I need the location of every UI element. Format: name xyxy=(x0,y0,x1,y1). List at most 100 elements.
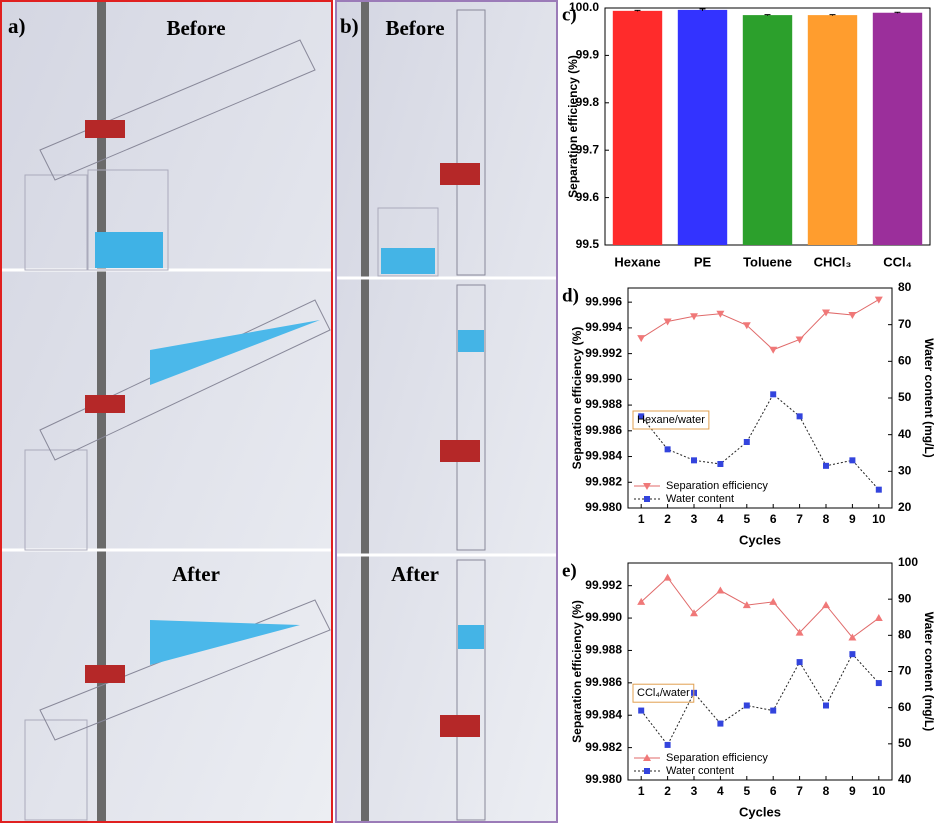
series-line xyxy=(641,300,879,350)
x-axis-label: Cycles xyxy=(739,804,781,819)
panel-label: d) xyxy=(562,285,579,306)
x-axis-label: Cycles xyxy=(739,532,781,547)
y-tick-label: 20 xyxy=(898,500,912,514)
marker xyxy=(849,651,855,657)
x-tick-label: 2 xyxy=(664,512,671,526)
x-tick-label: 6 xyxy=(770,784,777,798)
annotation: CCl₄/water xyxy=(637,687,690,699)
marker xyxy=(638,708,644,714)
marker xyxy=(822,601,830,608)
y2-axis-label: Water content (mg/L) xyxy=(922,612,936,732)
x-tick-label: 1 xyxy=(638,784,645,798)
y-tick-label: 99.5 xyxy=(576,237,600,251)
y-tick-label: 40 xyxy=(898,772,912,786)
bar xyxy=(678,10,727,245)
legend-marker xyxy=(644,496,650,502)
y-tick-label: 99.6 xyxy=(576,190,600,204)
y-tick-label: 50 xyxy=(898,736,912,750)
marker xyxy=(770,391,776,397)
marker xyxy=(717,721,723,727)
marker xyxy=(876,487,882,493)
y-tick-label: 99.992 xyxy=(585,346,622,360)
figure: a) Before After b) Before After c)Separa… xyxy=(0,0,938,823)
y-tick-label: 60 xyxy=(898,700,912,714)
photo-panel-a: a) Before After xyxy=(0,0,333,823)
x-tick-label: Hexane xyxy=(614,254,660,269)
photo-panel-b: b) Before After xyxy=(335,0,558,823)
panel-label: b) xyxy=(340,14,359,38)
x-tick-label: 9 xyxy=(849,784,856,798)
x-tick-label: 7 xyxy=(796,512,803,526)
marker xyxy=(744,702,750,708)
marker xyxy=(823,702,829,708)
marker xyxy=(665,446,671,452)
photo-caption: Before xyxy=(385,16,444,40)
marker xyxy=(797,413,803,419)
bar xyxy=(808,15,857,245)
y2-axis-label: Water content (mg/L) xyxy=(922,338,936,458)
y-tick-label: 99.980 xyxy=(585,772,622,786)
x-tick-label: CHCl₃ xyxy=(814,254,852,269)
x-tick-label: 7 xyxy=(796,784,803,798)
y-tick-label: 99.7 xyxy=(576,142,600,156)
x-tick-label: 4 xyxy=(717,784,724,798)
marker xyxy=(769,347,777,354)
x-tick-label: 2 xyxy=(664,784,671,798)
y-tick-label: 30 xyxy=(898,464,912,478)
y-tick-label: 99.986 xyxy=(585,423,622,437)
x-tick-label: 8 xyxy=(823,784,830,798)
marker xyxy=(717,461,723,467)
marker xyxy=(665,742,671,748)
y-tick-label: 70 xyxy=(898,664,912,678)
y-tick-label: 50 xyxy=(898,390,912,404)
annotation: Hexane/water xyxy=(637,414,705,426)
y-tick-label: 40 xyxy=(898,427,912,441)
marker xyxy=(848,312,856,319)
marker xyxy=(769,598,777,605)
y-tick-label: 99.996 xyxy=(585,294,622,308)
marker xyxy=(796,336,804,343)
series-line xyxy=(641,654,879,745)
legend-label: Water content xyxy=(666,493,734,505)
y-tick-label: 99.984 xyxy=(585,707,622,721)
marker xyxy=(664,318,672,325)
y-tick-label: 99.8 xyxy=(576,95,600,109)
marker xyxy=(664,574,672,581)
bar xyxy=(743,15,792,245)
y-tick-label: 80 xyxy=(898,628,912,642)
y-tick-label: 99.984 xyxy=(585,449,622,463)
legend-label: Water content xyxy=(666,765,734,777)
marker xyxy=(849,457,855,463)
y-tick-label: 99.988 xyxy=(585,397,622,411)
marker xyxy=(875,614,883,621)
x-tick-label: 9 xyxy=(849,512,856,526)
photo-caption: After xyxy=(391,562,439,586)
series-line xyxy=(641,394,879,489)
x-tick-label: 1 xyxy=(638,512,645,526)
panel-label: a) xyxy=(8,14,26,38)
legend-label: Separation efficiency xyxy=(666,480,768,492)
x-tick-label: 10 xyxy=(872,512,886,526)
marker xyxy=(770,708,776,714)
y-axis-label: Separation efficiency (%) xyxy=(566,55,580,198)
y-tick-label: 70 xyxy=(898,317,912,331)
y-tick-label: 99.992 xyxy=(585,578,622,592)
x-tick-label: 3 xyxy=(691,512,698,526)
marker xyxy=(744,439,750,445)
x-tick-label: 5 xyxy=(743,512,750,526)
y-tick-label: 100.0 xyxy=(569,0,599,14)
legend-label: Separation efficiency xyxy=(666,752,768,764)
marker xyxy=(797,659,803,665)
marker xyxy=(823,463,829,469)
y-tick-label: 100 xyxy=(898,555,918,569)
photo-caption: After xyxy=(172,562,220,586)
y-tick-label: 90 xyxy=(898,591,912,605)
x-tick-label: Toluene xyxy=(743,254,792,269)
x-tick-label: 3 xyxy=(691,784,698,798)
x-tick-label: 4 xyxy=(717,512,724,526)
y-axis-label: Separation efficiency (%) xyxy=(570,600,584,743)
marker xyxy=(876,680,882,686)
photo-caption: Before xyxy=(166,16,225,40)
marker xyxy=(875,297,883,304)
y-tick-label: 80 xyxy=(898,280,912,294)
